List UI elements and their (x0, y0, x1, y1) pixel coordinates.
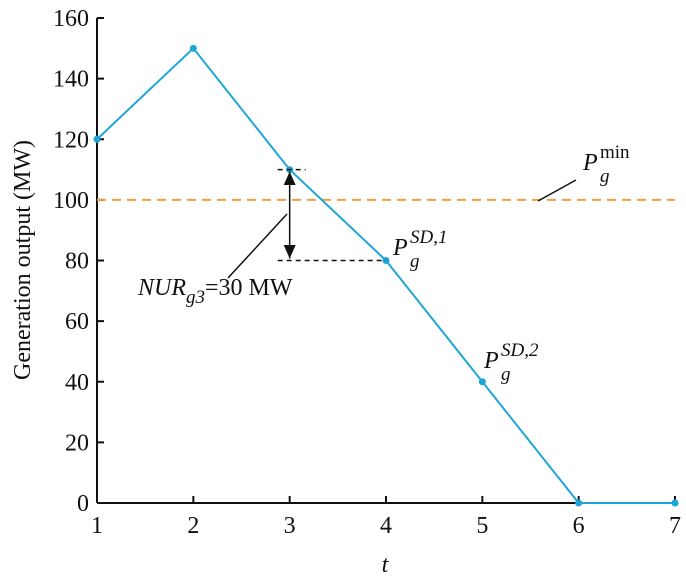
y-axis-label: Generation output (MW) (10, 140, 36, 380)
data-point (478, 378, 486, 386)
annotation: P SD,2 g (483, 340, 539, 385)
data-point (189, 44, 197, 52)
annotation-sup: min (600, 142, 630, 163)
y-tick-label: 0 (77, 491, 89, 517)
leader (227, 213, 288, 279)
y-tick-label: 100 (53, 188, 89, 214)
x-tick-label: 4 (380, 513, 392, 539)
y-tick-label: 20 (65, 430, 89, 456)
x-tick-label: 6 (573, 513, 585, 539)
leader (537, 179, 577, 202)
annotation-sub: g3 (186, 287, 205, 308)
data-point (575, 499, 583, 507)
x-tick-label: 1 (91, 513, 103, 539)
y-tick-label: 80 (65, 249, 89, 275)
x-tick-label: 5 (476, 513, 488, 539)
annotation: P SD,1 g (392, 227, 447, 272)
y-tick-label: 60 (65, 309, 89, 335)
annotation-sup: SD,2 (501, 340, 539, 361)
y-tick-label: 160 (53, 6, 89, 32)
annotation-sup: SD,1 (410, 227, 447, 248)
annotation-rest: =30 MW (205, 275, 293, 301)
data-point (671, 499, 679, 507)
x-tick-label: 7 (669, 513, 681, 539)
x-tick-label: 3 (284, 513, 296, 539)
annotation-main: NUR (137, 275, 186, 301)
y-tick-label: 140 (53, 67, 89, 93)
annotation-main: P (392, 235, 408, 261)
annotation-sub: g (410, 251, 420, 272)
annotation-sub: g (600, 166, 610, 187)
x-axis-label: t (382, 552, 390, 578)
x-tick-label: 2 (187, 513, 199, 539)
y-tick-label: 120 (53, 127, 89, 153)
data-point (93, 135, 101, 143)
annotation-main: P (483, 348, 499, 374)
annotation: NURg3=30 MW (137, 275, 293, 308)
annotation-main: P (582, 150, 598, 176)
annotation-sub: g (501, 364, 511, 385)
y-tick-label: 40 (65, 370, 89, 396)
